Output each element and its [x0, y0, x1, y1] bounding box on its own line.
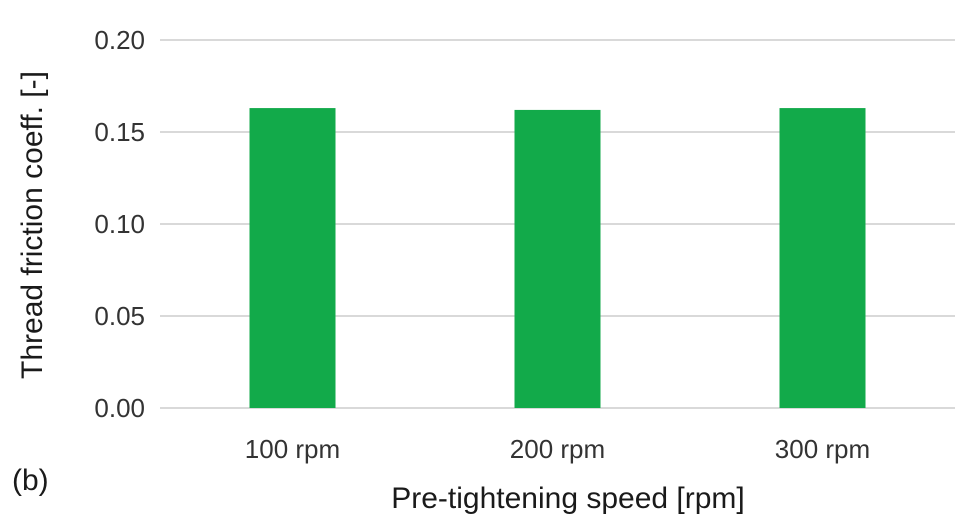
panel-label: (b)	[12, 464, 49, 497]
y-tick-labels: 0.00 0.05 0.10 0.15 0.20	[94, 25, 145, 423]
x-axis-title: Pre-tightening speed [rpm]	[391, 482, 745, 515]
bars	[249, 108, 866, 409]
bar	[514, 109, 601, 409]
x-tick-label: 300 rpm	[775, 434, 870, 464]
bar	[249, 108, 336, 408]
y-tick-label: 0.10	[94, 209, 145, 239]
y-tick-label: 0.15	[94, 117, 145, 147]
x-tick-labels: 100 rpm 200 rpm 300 rpm	[245, 434, 870, 464]
y-axis-title: Thread friction coeff. [-]	[16, 71, 49, 379]
y-tick-label: 0.20	[94, 25, 145, 55]
y-tick-label: 0.05	[94, 301, 145, 331]
x-tick-label: 200 rpm	[510, 434, 605, 464]
x-tick-label: 100 rpm	[245, 434, 340, 464]
bar	[779, 108, 866, 408]
y-tick-label: 0.00	[94, 393, 145, 423]
